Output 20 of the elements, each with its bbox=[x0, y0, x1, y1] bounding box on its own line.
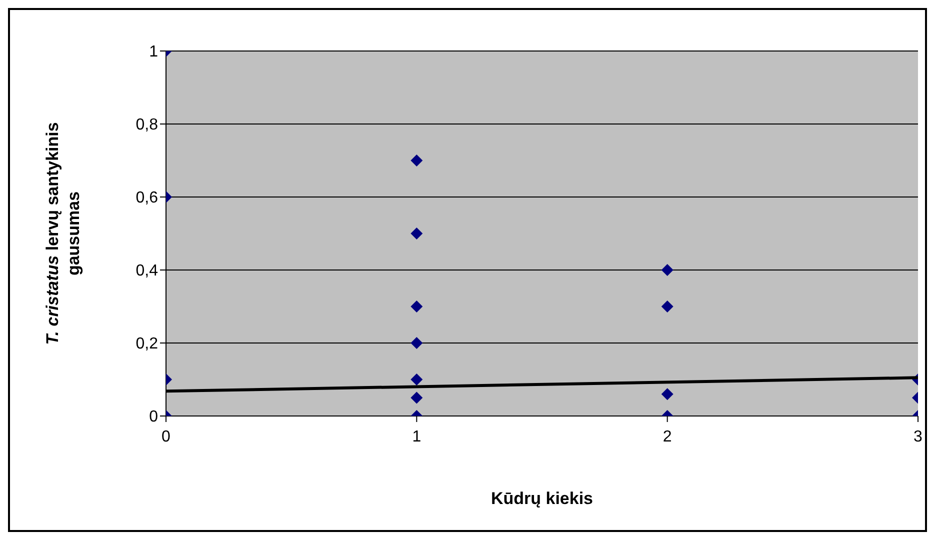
y-tick-label: 1 bbox=[149, 44, 158, 61]
point bbox=[410, 228, 423, 240]
x-axis-title: Kūdrų kiekis bbox=[490, 489, 594, 508]
y-tick-label: 0,6 bbox=[136, 190, 158, 207]
point bbox=[410, 300, 423, 312]
point bbox=[410, 337, 423, 349]
x-tick-label: 3 bbox=[914, 428, 923, 446]
y-tick-label: 0,2 bbox=[136, 336, 158, 353]
x-tick-label: 1 bbox=[412, 428, 422, 446]
point bbox=[661, 300, 674, 312]
y-tick-label: 0,4 bbox=[136, 262, 158, 280]
y-tick-label: 0 bbox=[149, 408, 158, 426]
point bbox=[661, 388, 674, 400]
point bbox=[410, 374, 423, 386]
point bbox=[410, 392, 423, 404]
point bbox=[661, 264, 674, 276]
y-tick-label: 0,8 bbox=[136, 116, 158, 134]
point bbox=[410, 154, 423, 166]
x-tick-label: 2 bbox=[662, 428, 672, 446]
x-tick-label: 0 bbox=[162, 428, 171, 446]
